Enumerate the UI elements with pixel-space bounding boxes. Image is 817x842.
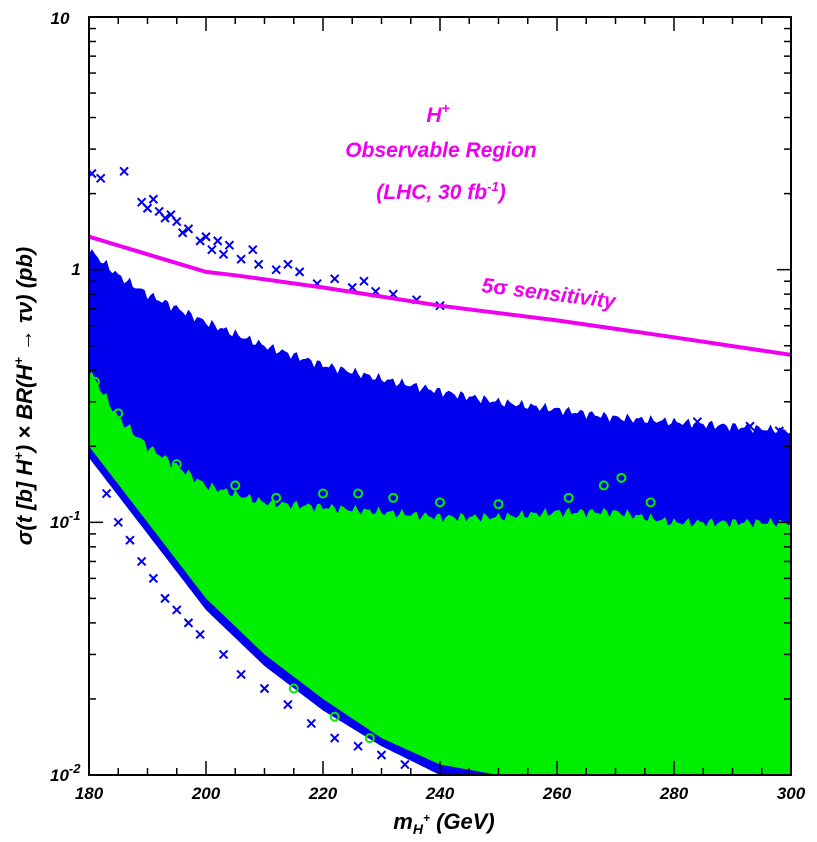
blue-x-marker [148,194,159,204]
y-tick-label-10: 10 [51,9,70,28]
axis-ticks [88,17,792,776]
blue-x-marker [727,441,738,451]
blue-x-marker [294,267,305,277]
blue-x-marker [376,750,387,760]
x-tick-label-180: 180 [75,784,104,803]
blue-x-marker [757,459,767,469]
blue-x-marker [195,629,205,640]
blue-x-marker [253,259,264,270]
blue-x-marker [271,264,281,275]
sensitivity-label: 5σ sensitivity [480,274,618,313]
plot-area [89,166,791,775]
y-tick-label-0.1: 10-1 [50,508,80,532]
green-scatter-band [89,371,791,775]
blue-x-marker [148,573,159,584]
x-tick-labels: 180 200 220 240 260 280 300 [75,784,806,803]
blue-x-marker [248,244,258,255]
green-circle-marker [271,492,282,503]
blue-x-marker [236,254,246,264]
region-title-lhc: (LHC, 30 fb-1) [376,179,505,204]
blue-x-marker [329,733,340,743]
x-tick-label-220: 220 [308,784,338,803]
blue-x-marker [218,249,229,260]
blue-x-marker [774,426,785,436]
green-circle-marker [364,733,375,744]
blue-x-marker [692,417,703,427]
x-tick-label-240: 240 [425,784,455,803]
blue-x-marker [400,759,410,770]
green-circle-marker [388,492,399,503]
region-title-h-plus: H+ [426,100,449,127]
blue-x-marker [177,228,188,238]
blue-x-marker [172,605,182,615]
blue-x-marker [224,240,235,250]
green-circle-marker [288,683,299,694]
x-tick-label-300: 300 [777,784,806,803]
five-sigma-sensitivity-curve [89,234,791,357]
green-circle-marker [89,376,100,387]
blue-x-marker [101,488,112,499]
blue-x-marker [183,224,194,234]
blue-x-marker [201,232,211,242]
green-circle-marker [493,499,504,510]
blue-x-marker [283,259,293,270]
y-axis-title: σ(t [b] H+) × BR(H+ → τν) (pb) [11,247,37,545]
green-circle-marker [616,472,627,483]
blue-x-marker [762,436,773,446]
blue-x-marker [212,236,223,246]
y-tick-label-0.01: 10-2 [50,761,81,785]
blue-x-marker [142,203,153,213]
blue-x-marker [306,718,317,729]
blue-x-marker [283,699,293,710]
region-title-observable: Observable Region [345,139,536,162]
x-tick-label-280: 280 [659,784,689,803]
blue-x-marker [95,173,106,183]
x-axis-title: mH+ (GeV) [393,809,495,837]
green-circle-marker [171,459,182,470]
green-circle-marker [329,711,340,722]
blue-x-marker [259,683,270,694]
green-circle-marker [435,497,445,508]
blue-x-marker [160,213,170,223]
blue-x-marker [125,535,135,545]
green-circle-marker [353,488,364,499]
blue-x-marker [329,274,340,284]
blue-x-marker [195,236,205,246]
y-tick-label-1: 1 [71,260,80,279]
green-scatter-outliers [89,376,656,744]
blue-x-marker [113,517,123,528]
green-circle-marker [318,488,328,499]
blue-x-marker [353,741,363,751]
blue-x-marker [710,431,720,441]
blue-x-marker [172,216,182,227]
blue-x-marker [218,649,229,660]
green-circle-marker [563,492,574,503]
blue-x-marker [359,276,369,286]
blue-x-marker [136,556,147,567]
blue-x-marker [160,593,170,604]
blue-x-marker [680,453,691,463]
green-circle-marker [113,408,124,419]
x-tick-label-260: 260 [542,784,572,803]
blue-x-marker [207,244,217,255]
blue-x-marker [119,166,129,177]
x-tick-label-200: 200 [191,784,221,803]
green-circle-marker [645,497,656,508]
blue-x-marker [236,669,246,680]
green-circle-marker [230,480,241,491]
green-circle-marker [598,480,609,491]
blue-x-marker [745,421,755,431]
blue-x-marker [183,618,194,628]
